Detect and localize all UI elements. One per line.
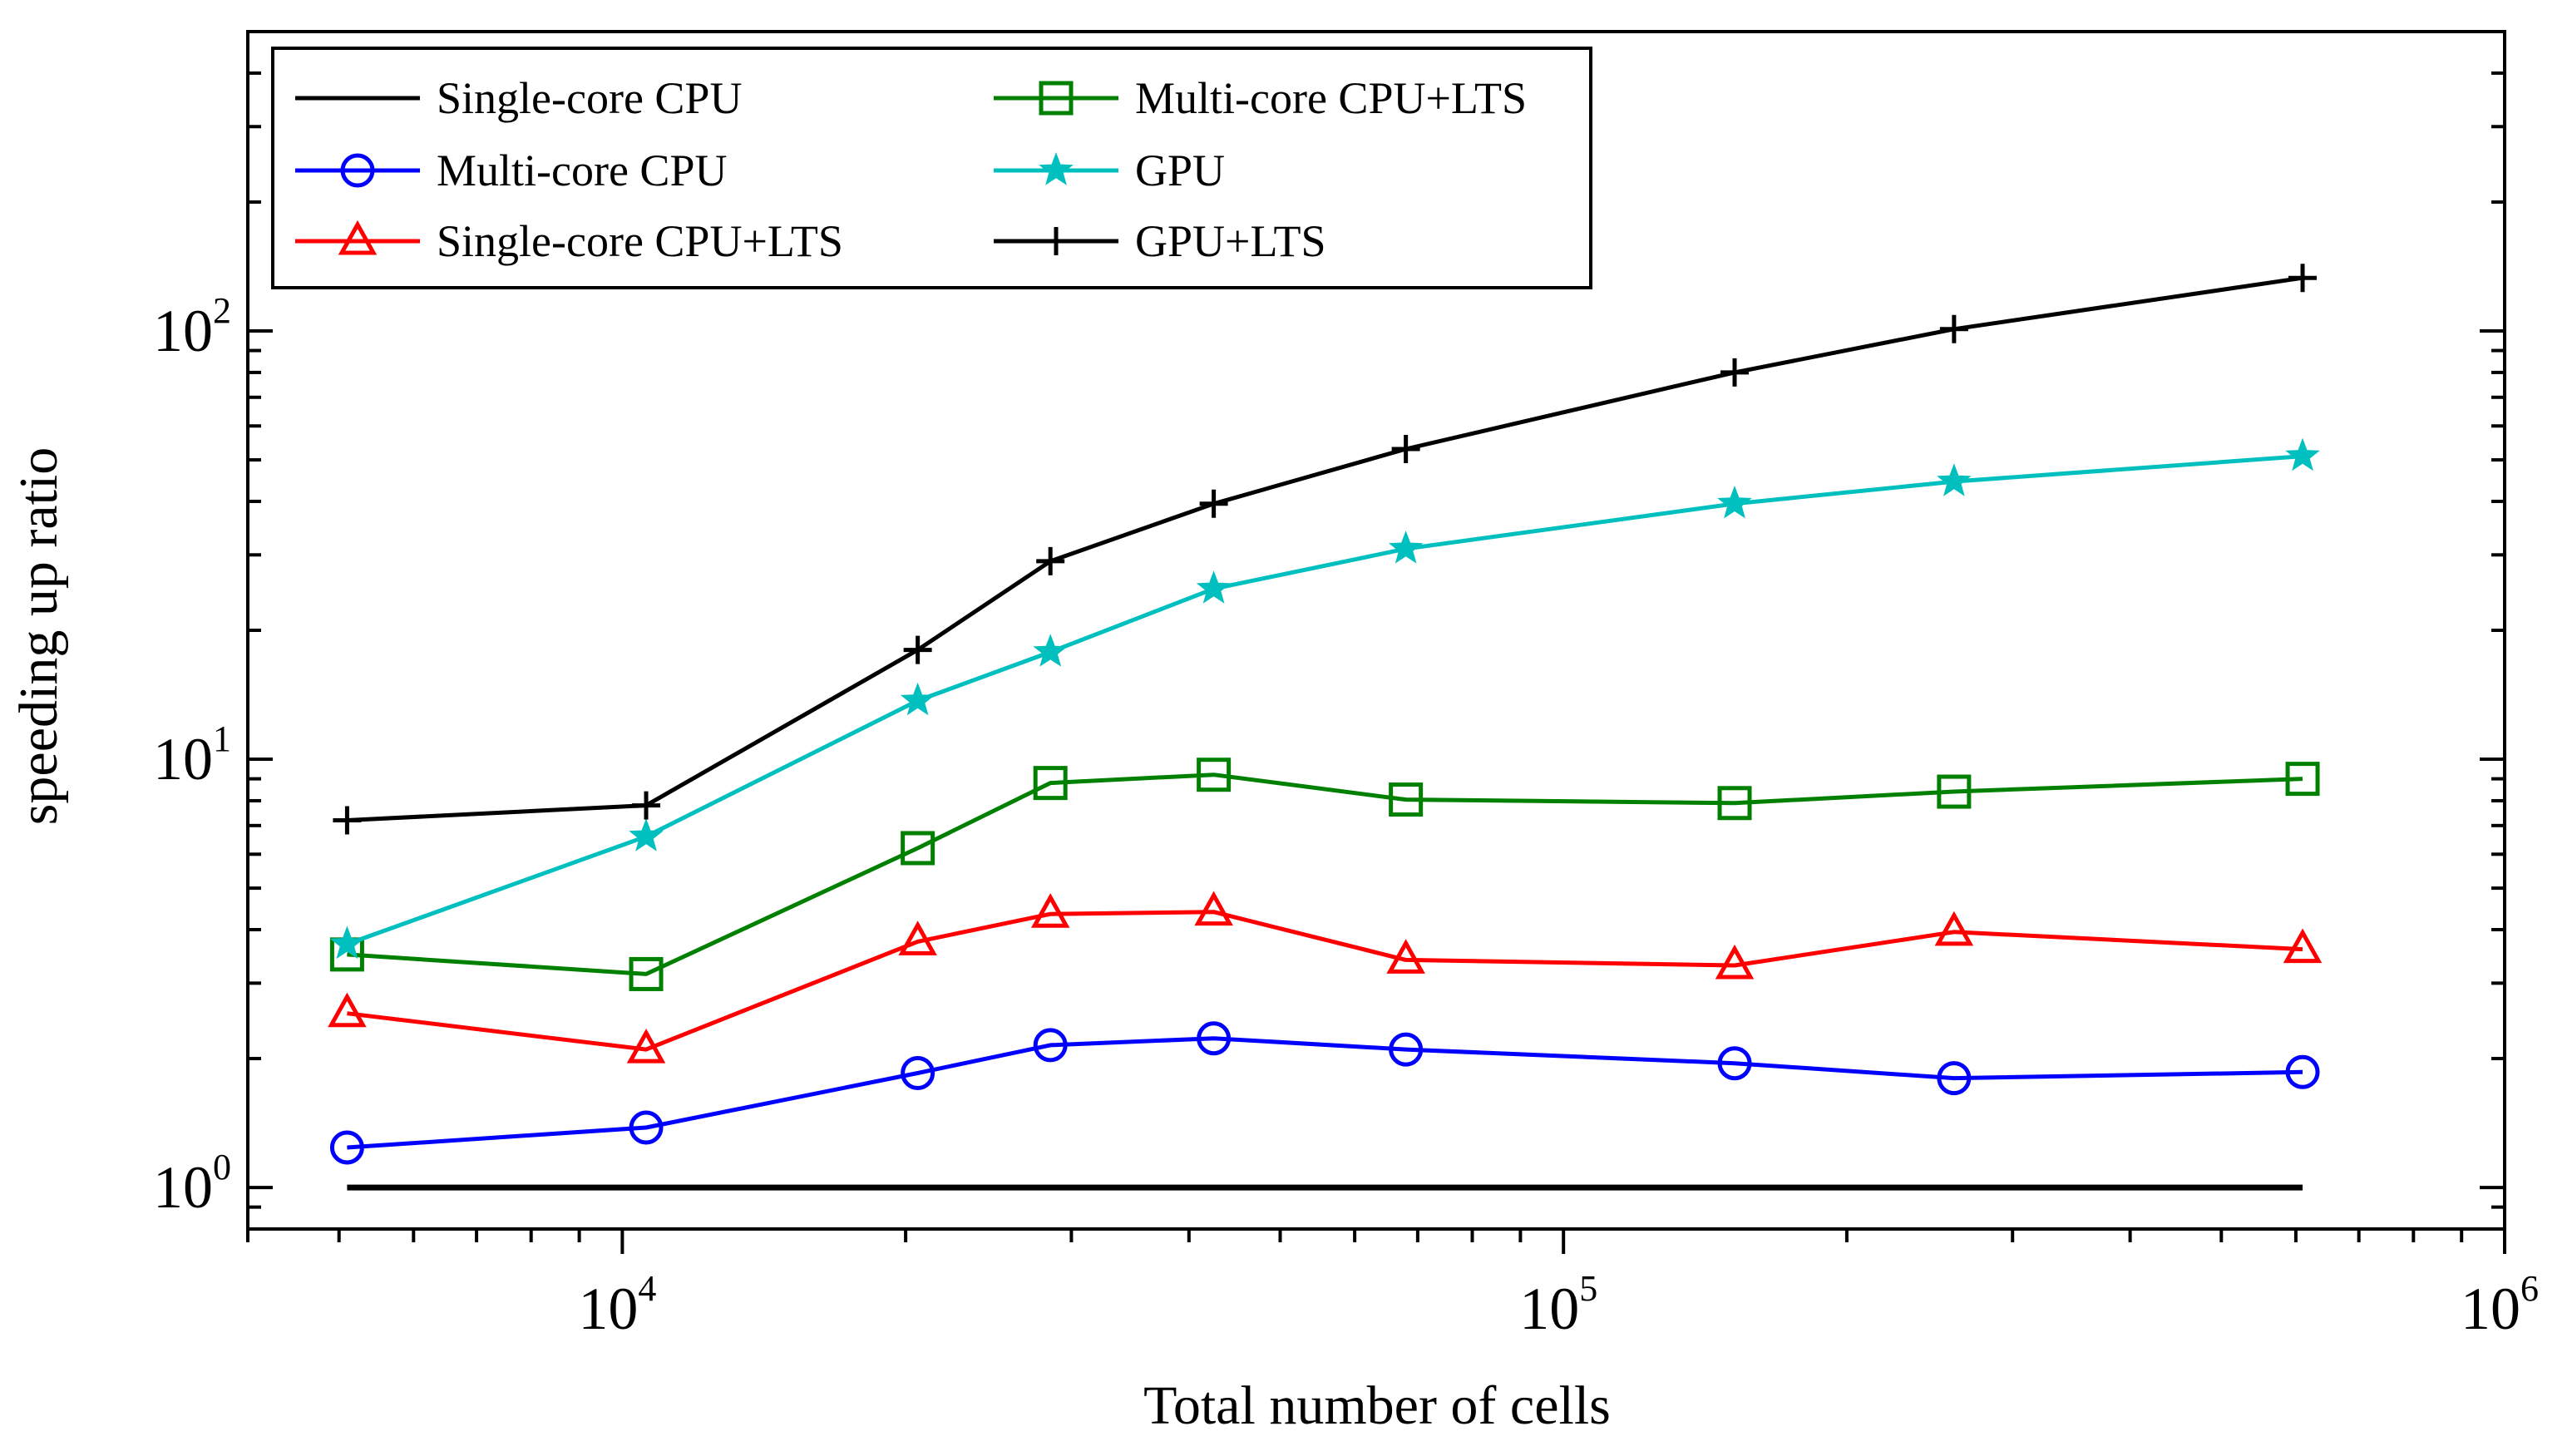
legend-box [271,47,1592,289]
circle-marker [2285,1054,2320,1089]
star-marker [1388,531,1424,564]
plus-marker [1720,358,1750,387]
square-marker [2285,762,2320,797]
legend-entry: Multi-core CPU+LTS [994,73,1527,123]
triangle-marker [1030,893,1070,928]
x-tick-label: 106 [2461,1268,2539,1342]
plus-marker [2288,264,2318,293]
plus-marker [1199,489,1228,518]
x-axis-title: Total number of cells [1143,1375,1611,1436]
triangle-marker [1715,944,1755,980]
circle-marker [1033,1028,1068,1063]
legend-entry: Single-core CPU [295,73,742,123]
triangle-marker [338,220,378,255]
square-marker [1197,758,1232,792]
triangle-marker [898,920,937,955]
square-marker [901,831,935,866]
triangle-marker [1386,939,1425,974]
square-marker [1039,81,1074,116]
legend-entry: GPU [994,146,1225,195]
triangle-marker [626,1029,666,1064]
plus-marker [632,791,661,820]
square-marker [1389,782,1424,817]
x-tick-label: 104 [578,1268,656,1342]
plus-marker [1036,546,1065,575]
star-marker [329,925,365,960]
star-marker [900,682,935,716]
series-line [347,772,2303,976]
triangle-marker [1934,911,1974,946]
plus-marker [1042,227,1070,255]
circle-marker [1197,1021,1232,1056]
circle-marker [1717,1046,1752,1081]
legend-entry: GPU+LTS [994,216,1326,266]
legend-entry: Multi-core CPU [295,146,727,195]
legend-label: Single-core CPU [437,73,742,123]
x-tick-label: 105 [1519,1268,1597,1342]
star-marker [1033,634,1069,667]
series-3 [328,891,2323,1064]
series-line [347,910,2303,1052]
legend-label: Multi-core CPU [437,146,727,195]
axes-layer: 100 101 102 104 105 106 [153,30,2539,1342]
circle-marker [901,1055,935,1090]
legend-label: Single-core CPU+LTS [437,216,843,266]
star-marker [2285,437,2320,471]
legend-label: GPU+LTS [1135,216,1326,266]
circle-marker [1389,1032,1424,1067]
star-marker [1196,570,1232,604]
legend-label: Multi-core CPU+LTS [1135,73,1527,123]
series-line [347,1036,2303,1150]
series-2 [329,1021,2320,1165]
plus-marker [333,806,362,835]
y-tick-label: 102 [153,290,231,364]
triangle-marker [2283,928,2323,964]
y-tick-label: 101 [153,718,231,792]
square-marker [1033,766,1068,801]
star-marker [629,818,664,851]
legend: Single-core CPU Multi-core CPU Single-core… [271,47,1592,289]
square-marker [1937,774,1972,809]
circle-marker [1937,1061,1972,1096]
star-marker [1039,152,1074,185]
series-6 [333,264,2318,835]
y-tick-label: 100 [153,1147,231,1221]
circle-marker [329,1130,364,1165]
square-marker [1717,786,1752,821]
triangle-marker [328,992,367,1028]
legend-label: GPU [1135,146,1225,195]
square-marker [629,956,664,991]
plus-marker [903,635,932,664]
circle-marker [340,153,375,188]
plus-marker [1939,314,1968,343]
plus-marker [1391,435,1420,464]
star-marker [1717,485,1752,519]
legend-entry: Single-core CPU+LTS [295,216,843,266]
triangle-marker [1194,891,1233,926]
star-marker [1937,463,1972,496]
y-axis-title: speeding up ratio [8,447,69,826]
circle-marker [629,1110,664,1145]
series-layer [328,264,2323,1191]
series-5 [329,437,2320,960]
